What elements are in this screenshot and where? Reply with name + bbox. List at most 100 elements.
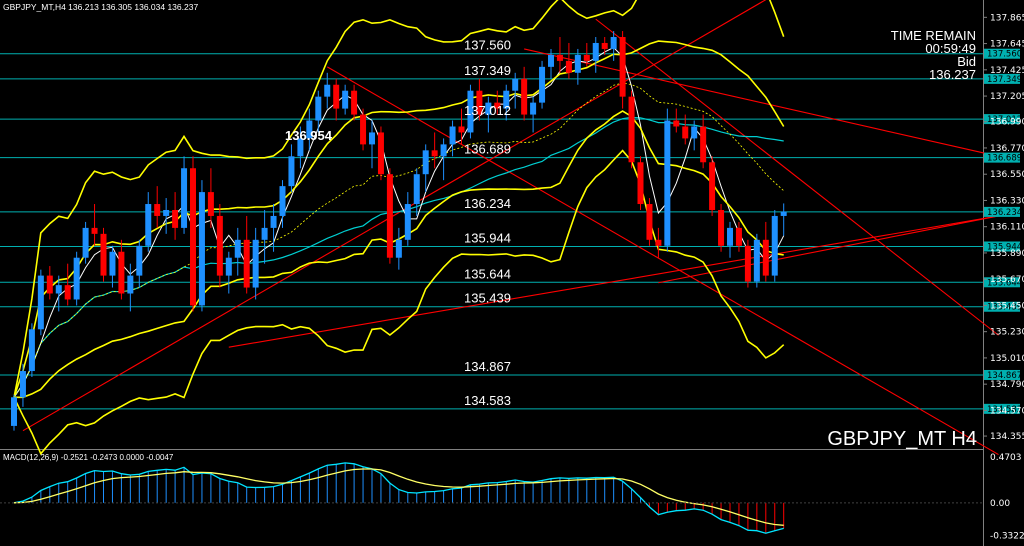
candle-body: [163, 209, 170, 216]
candle-body: [297, 138, 304, 157]
level-tag: 135.439: [987, 303, 1022, 313]
candle-body: [485, 102, 492, 115]
candle-body: [395, 239, 402, 258]
candle-body: [413, 174, 420, 205]
candle-body: [64, 285, 71, 300]
price-tick-label: 135.010: [990, 354, 1024, 364]
candle-body: [494, 102, 501, 109]
price-tick-label: 134.355: [990, 432, 1024, 442]
level-label: 135.644: [464, 266, 511, 281]
level-tag-bg: [984, 48, 1020, 59]
candle-body: [225, 257, 232, 276]
candle-body: [369, 132, 375, 145]
candle-body: [306, 120, 313, 139]
macd-axis: 0.4703 0.00 -0.3322: [990, 453, 1024, 541]
candle-body: [360, 114, 367, 145]
candle-body: [727, 227, 733, 246]
candle-body: [91, 227, 98, 234]
candle-body: [109, 251, 116, 276]
level-label: 135.439: [464, 291, 511, 306]
level-label: 136.234: [464, 196, 511, 211]
level-tag-bg: [984, 403, 1020, 414]
price-tick-label: 134.790: [990, 380, 1024, 390]
candle-body: [610, 37, 617, 49]
trend-line: [228, 215, 999, 348]
level-label: 137.349: [464, 63, 511, 78]
candle-body: [333, 84, 340, 109]
candle-body: [762, 239, 769, 276]
candle-body: [539, 66, 546, 103]
candle-body: [735, 227, 742, 246]
candle-body: [431, 150, 438, 157]
level-tag-bg: [984, 241, 1020, 252]
candle-body: [548, 54, 554, 67]
level-tag-bg: [984, 369, 1020, 380]
candle-body: [574, 54, 581, 73]
candle-body: [476, 90, 483, 115]
candle-body: [619, 37, 626, 97]
macd-line: [13, 462, 784, 534]
level-tag-bg: [984, 206, 1020, 217]
candle-body: [512, 78, 519, 91]
candle-body: [145, 204, 152, 246]
candle-body: [172, 209, 179, 228]
candle-body: [315, 96, 322, 121]
price-tick-label: 137.425: [990, 66, 1024, 76]
candle-body: [771, 215, 778, 276]
candle-body: [351, 90, 358, 115]
trend-line: [326, 66, 999, 456]
signal-line: [13, 468, 784, 526]
band-upper-2: [13, 0, 785, 398]
trend-line: [524, 48, 999, 157]
price-tick-label: 136.550: [990, 170, 1024, 180]
time-remain-value: 00:59:49: [925, 41, 976, 56]
level-label: 134.867: [464, 359, 511, 374]
candle-body: [646, 204, 653, 240]
candle-body: [664, 120, 671, 246]
candle-body: [691, 126, 698, 139]
candle-body: [530, 102, 537, 115]
candle-body: [449, 126, 456, 145]
candle-body: [655, 239, 662, 246]
bid-label: Bid: [957, 54, 976, 69]
level-tag-bg: [984, 73, 1020, 84]
candle-body: [55, 285, 62, 294]
level-tag: 134.583: [987, 405, 1022, 415]
level-tag: 135.944: [987, 242, 1022, 252]
level-label: 134.583: [464, 393, 511, 408]
candle-body: [234, 239, 241, 258]
price-tick-label: 136.110: [990, 223, 1024, 233]
price-tick-label: 135.450: [990, 301, 1024, 311]
level-label: 135.944: [464, 230, 511, 245]
macd-tick-label: 0.00: [990, 499, 1010, 509]
candle-body: [503, 90, 510, 109]
level-tag-bg: [984, 114, 1020, 125]
candle-body: [601, 42, 608, 49]
level-tag-bg: [984, 152, 1020, 163]
candle-body: [583, 54, 590, 61]
price-tick-label: 136.990: [990, 118, 1024, 128]
candle-body: [342, 90, 349, 109]
candle-body: [709, 162, 716, 210]
level-tag: 134.867: [987, 371, 1022, 381]
price-tick-label: 135.890: [990, 249, 1024, 259]
chart-watermark: GBPJPY_MT H4: [827, 428, 977, 450]
level-tag: 137.012: [987, 115, 1022, 125]
candle-body: [592, 42, 599, 61]
level-tag: 136.234: [987, 208, 1022, 218]
level-tag-bg: [984, 301, 1020, 312]
bid-value: 136.237: [929, 67, 976, 82]
candle-body: [288, 156, 295, 187]
candle-body: [377, 132, 384, 175]
band-middle: [13, 82, 784, 398]
macd-tick-label: -0.3322: [990, 531, 1024, 541]
candle-body: [521, 78, 528, 115]
candle-body: [207, 192, 214, 216]
level-tag: 136.689: [987, 154, 1022, 164]
macd-label: MACD(12,26,9) -0.2521 -0.2473 0.0000 -0.…: [3, 453, 174, 462]
band-lower-2: [13, 149, 785, 456]
band-upper-1: [13, 40, 785, 398]
level-tag-bg: [984, 277, 1020, 288]
candle-body: [386, 174, 393, 258]
